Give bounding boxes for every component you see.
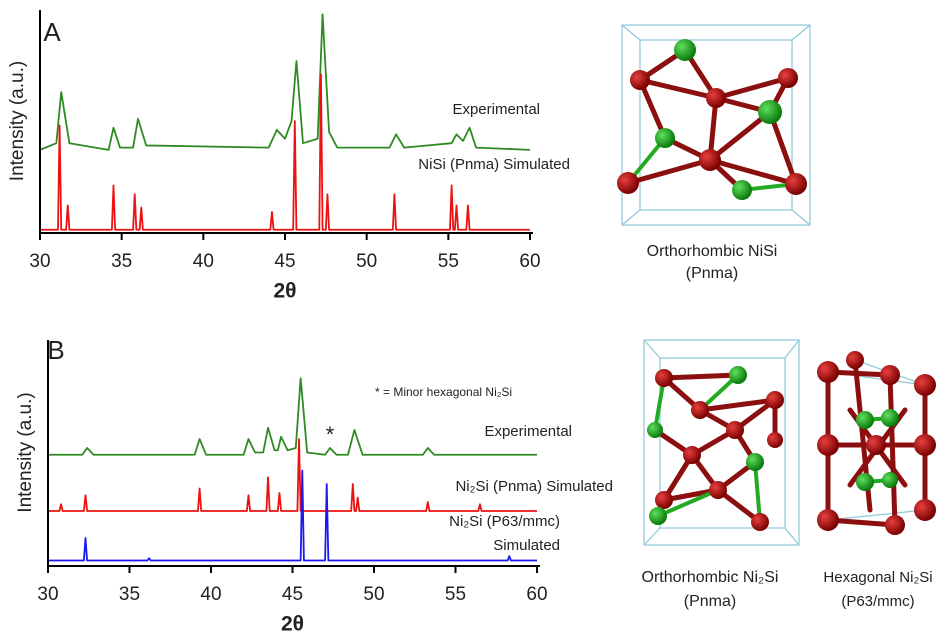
caption: Hexagonal Ni₂Si xyxy=(823,569,932,586)
panel-label: B xyxy=(47,335,64,365)
x-tick-label: 30 xyxy=(37,584,58,605)
x-axis-title: 2θ xyxy=(273,280,296,303)
panel-label: A xyxy=(43,17,61,47)
x-tick-label: 40 xyxy=(193,251,214,272)
x-axis-title: 2θ xyxy=(281,613,304,631)
x-tick-label: 35 xyxy=(111,251,132,272)
caption: Orthorhombic Ni₂Si xyxy=(642,569,779,586)
x-tick-label: 55 xyxy=(445,584,466,605)
caption: Orthorhombic NiSi xyxy=(647,243,778,260)
x-tick-label: 60 xyxy=(519,251,540,272)
x-tick-label: 50 xyxy=(356,251,377,272)
figure: Orthorhombic NiSi (Pnma) Orthorhombic Ni… xyxy=(0,0,946,631)
series-label: NiSi (Pnma) Simulated xyxy=(300,153,570,177)
x-tick-label: 55 xyxy=(438,251,459,272)
caption: (Pnma) xyxy=(686,265,738,282)
y-axis-title: Intensity (a.u.) xyxy=(7,61,28,181)
x-tick-label: 35 xyxy=(119,584,140,605)
x-tick-label: 45 xyxy=(282,584,303,605)
x-tick-label: 60 xyxy=(526,584,547,605)
structure-ni2si-ortho xyxy=(644,340,799,545)
structure-nisi xyxy=(617,25,810,225)
x-tick-label: 30 xyxy=(29,251,50,272)
y-axis-title: Intensity (a.u.) xyxy=(15,392,36,512)
series-label: Experimental xyxy=(300,420,572,444)
caption: (Pnma) xyxy=(684,593,736,610)
annotation: * = Minor hexagonal Ni₂Si xyxy=(375,385,512,399)
series-label: Experimental xyxy=(300,98,540,122)
structure-ni2si-hex xyxy=(817,351,936,535)
x-tick-label: 45 xyxy=(274,251,295,272)
series-label: Ni₂Si (Pnma) Simulated xyxy=(300,475,613,499)
x-tick-label: 50 xyxy=(363,584,384,605)
x-tick-label: 40 xyxy=(200,584,221,605)
caption: (P63/mmc) xyxy=(841,593,914,610)
series-label: Ni₂Si (P63/mmc) Simulated xyxy=(440,510,560,558)
spectrum xyxy=(40,14,530,149)
